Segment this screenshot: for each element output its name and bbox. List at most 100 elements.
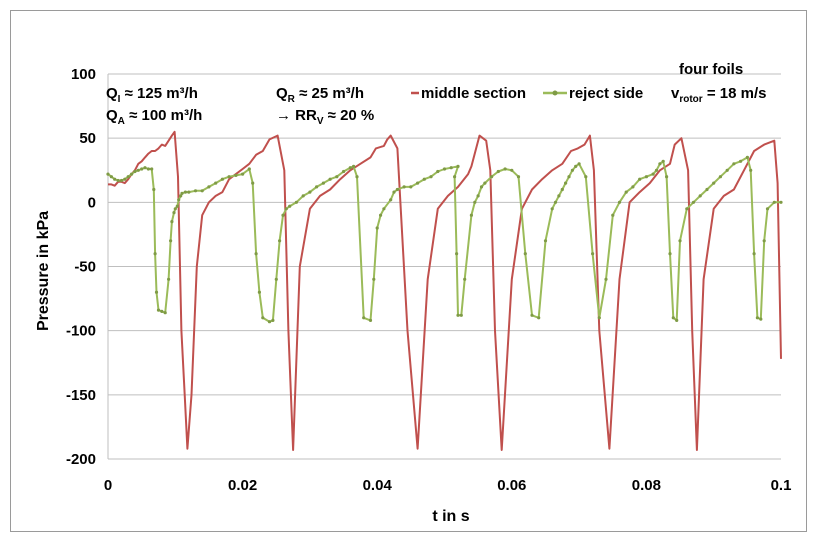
y-tick-label: -50 [74,259,96,276]
series-reject-side [106,155,783,324]
data-point-reject-side [315,185,319,189]
data-point-reject-side [214,181,218,185]
x-tick-label: 0.1 [771,477,792,494]
data-point-reject-side [375,226,379,230]
data-point-reject-side [294,200,298,204]
data-point-reject-side [153,252,157,256]
data-point-reject-side [456,313,460,317]
series-line-middle-section [108,130,782,451]
data-point-reject-side [752,252,756,256]
data-point-reject-side [718,175,723,179]
data-point-reject-side [106,172,110,176]
data-point-reject-side [463,277,467,281]
data-point-reject-side [281,213,285,217]
data-point-reject-side [661,159,665,163]
data-point-reject-side [584,175,588,179]
data-point-reject-side [288,204,292,208]
data-point-reject-side [146,167,150,171]
data-point-reject-side [455,252,459,256]
data-point-reject-side [725,168,729,172]
data-point-reject-side [409,185,413,189]
data-point-reject-side [604,277,608,281]
data-point-reject-side [624,190,628,194]
data-point-reject-side [152,187,156,192]
data-point-reject-side [453,175,457,179]
series-middle-section [108,130,782,451]
data-point-reject-side [553,200,558,204]
y-tick-label: 0 [88,194,96,211]
data-point-reject-side [267,320,272,324]
annotation-vrotor: vrotor = 18 m/s [671,85,766,105]
data-point-reject-side [739,159,743,163]
data-point-reject-side [550,207,554,211]
x-tick-label: 0.04 [363,477,393,494]
data-point-reject-side [611,213,615,217]
data-point-reject-side [732,162,736,166]
data-point-reject-side [456,164,460,168]
data-point-reject-side [160,309,164,313]
data-point-reject-side [671,316,675,320]
data-point-reject-side [483,181,487,185]
data-point-reject-side [476,194,480,198]
data-point-reject-side [577,162,581,166]
data-point-reject-side [678,239,682,243]
data-point-reject-side [436,169,440,174]
y-tick-label: -150 [66,387,96,404]
data-point-reject-side [510,168,514,172]
data-point-reject-side [382,207,386,211]
data-point-reject-side [691,200,696,204]
data-point-reject-side [442,167,447,171]
data-point-reject-side [154,290,159,294]
data-point-reject-side [705,187,709,192]
data-point-reject-side [183,190,187,194]
data-point-reject-side [567,175,571,179]
data-point-reject-side [490,175,494,179]
data-point-reject-side [654,168,659,172]
data-point-reject-side [372,277,376,281]
data-point-reject-side [251,181,255,185]
legend-marker-reject-side [552,90,558,96]
y-tick-labels: 100 50 0 -50 -100 -150 -200 [66,66,96,468]
annotation-four-foils: four foils [679,61,743,78]
data-point-reject-side [175,204,179,208]
data-point-reject-side [170,220,174,224]
data-point-reject-side [658,162,662,166]
data-point-reject-side [530,313,534,317]
data-point-reject-side [449,166,453,170]
data-point-reject-side [116,178,120,183]
data-point-reject-side [402,185,406,189]
data-point-reject-side [379,213,383,217]
annotation-qr: QR ≈ 25 m³/h [276,85,364,105]
data-point-reject-side [469,213,473,217]
y-tick-label: -100 [66,323,96,340]
legend-item-reject-side: reject side [543,85,643,102]
data-point-reject-side [227,175,231,179]
annotations: QI ≈ 125 m³/h QA ≈ 100 m³/h QR ≈ 25 m³/h… [106,61,766,127]
data-point-reject-side [392,190,396,194]
data-point-reject-side [180,191,184,195]
data-point-reject-side [516,175,521,179]
data-point-reject-side [762,239,766,243]
data-point-reject-side [109,175,113,179]
data-point-reject-side [638,177,642,181]
data-point-reject-side [459,313,463,317]
data-point-reject-side [328,177,332,181]
data-point-reject-side [173,207,177,211]
data-point-reject-side [537,316,541,320]
data-point-reject-side [220,177,224,181]
data-point-reject-side [234,173,238,177]
data-point-reject-side [389,198,393,202]
data-point-reject-side [362,316,366,320]
data-point-reject-side [130,172,134,176]
data-point-reject-side [179,194,183,198]
data-point-reject-side [479,185,484,189]
series-group [106,130,783,451]
x-tick-label: 0.08 [632,477,661,494]
data-point-reject-side [759,317,763,321]
data-point-reject-side [257,290,261,294]
data-point-reject-side [617,200,622,204]
data-point-reject-side [113,177,117,181]
data-point-reject-side [140,167,144,171]
data-point-reject-side [543,239,548,243]
